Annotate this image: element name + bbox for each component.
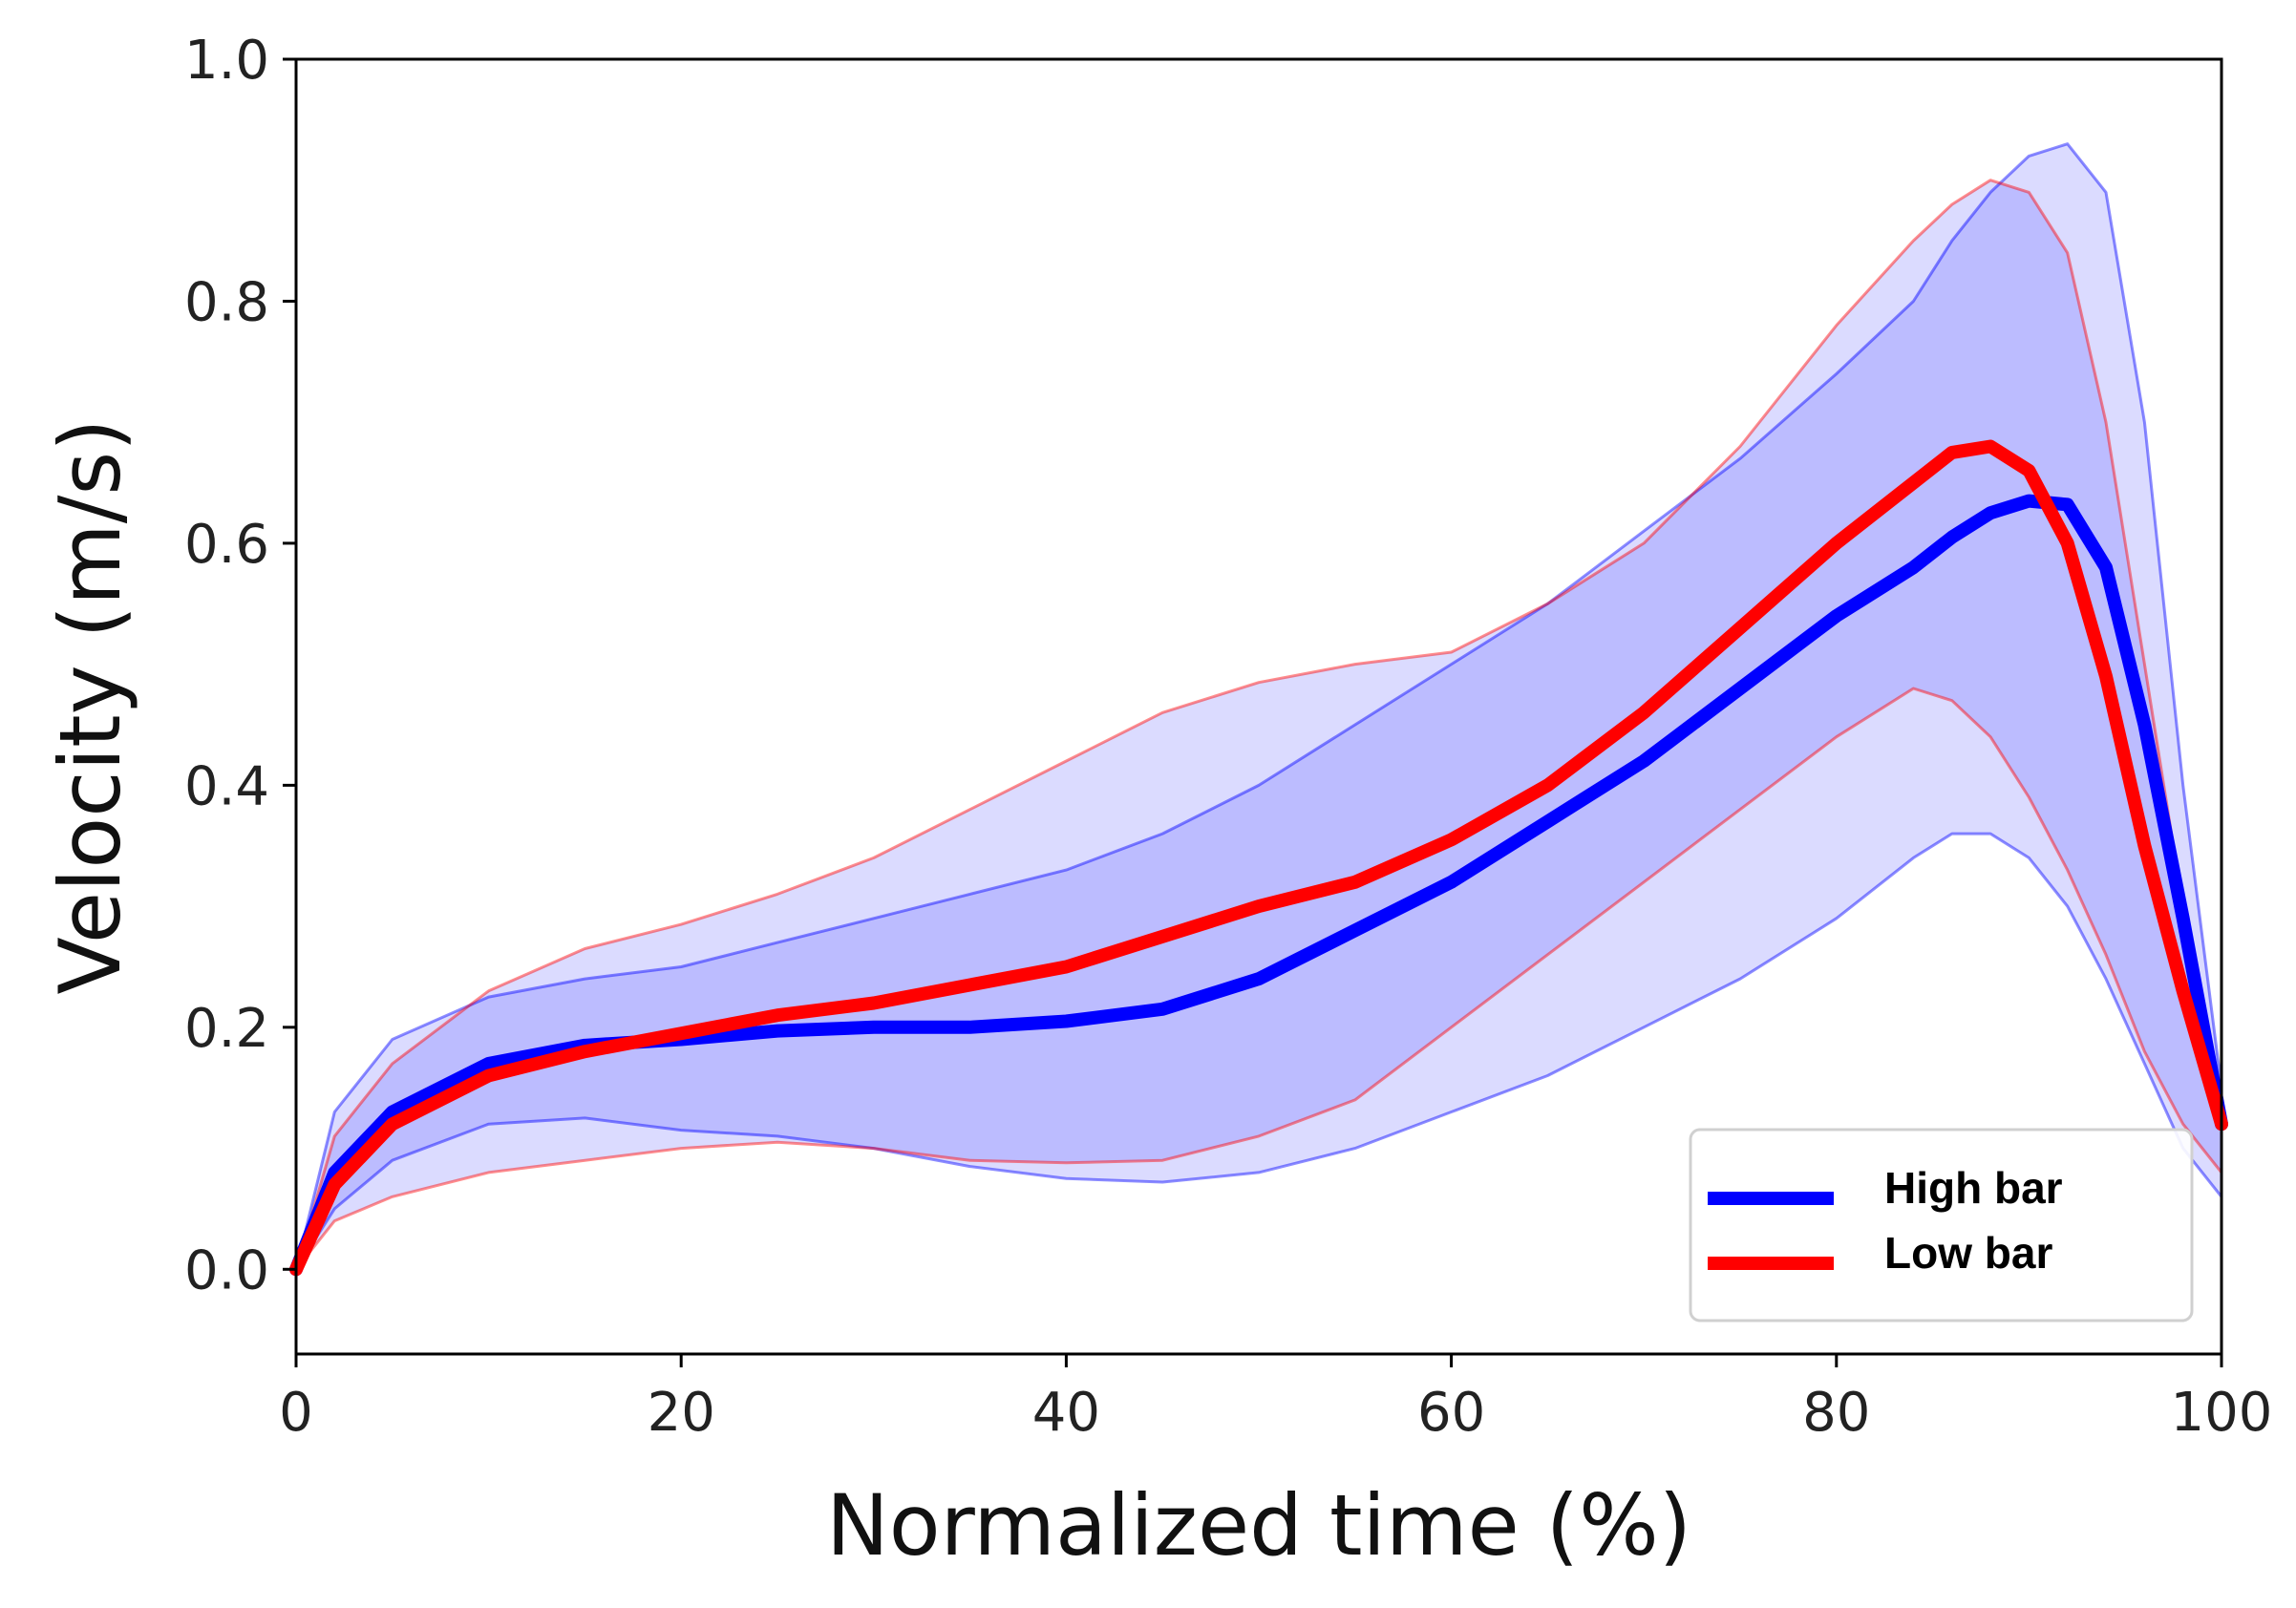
band-fill-high-bar xyxy=(296,143,2222,1270)
legend-label-low-bar: Low bar xyxy=(1884,1228,2052,1278)
x-tick-label: 80 xyxy=(1802,1382,1870,1444)
y-tick-label: 0.4 xyxy=(184,755,269,817)
legend-label-high-bar: High bar xyxy=(1884,1163,2063,1213)
band-fill-low-bar xyxy=(296,180,2222,1270)
x-tick-label: 40 xyxy=(1032,1382,1100,1444)
band-edge-high-bar-upper xyxy=(294,142,2223,1270)
confidence-bands xyxy=(294,142,2223,1271)
x-tick-label: 0 xyxy=(279,1382,313,1444)
y-tick-label: 0.0 xyxy=(184,1239,269,1301)
y-tick-label: 0.6 xyxy=(184,514,269,576)
y-axis-title: Velocity (m/s) xyxy=(41,418,139,994)
y-tick-label: 0.2 xyxy=(184,998,269,1060)
y-tick-label: 0.8 xyxy=(184,271,269,333)
band-edge-low-bar-upper xyxy=(294,179,2223,1270)
x-tick-label: 100 xyxy=(2171,1382,2273,1444)
x-tick-label: 60 xyxy=(1417,1382,1485,1444)
series-line-low-bar xyxy=(289,439,2228,1277)
x-axis: 0 20 40 60 80 100 xyxy=(279,1354,2272,1444)
y-axis: 0.0 0.2 0.4 0.6 0.8 1.0 xyxy=(184,30,296,1301)
band-edge-low-bar-lower xyxy=(294,687,2223,1271)
band-edge-high-bar-lower xyxy=(294,832,2223,1271)
x-axis-title: Normalized time (%) xyxy=(826,1476,1691,1575)
plot-frame xyxy=(294,57,2223,1356)
legend: High bar Low bar xyxy=(1689,1128,2194,1322)
y-tick-label: 1.0 xyxy=(184,30,269,92)
series-lines xyxy=(289,439,2228,1277)
x-tick-label: 20 xyxy=(648,1382,715,1444)
legend-box xyxy=(1689,1128,2194,1322)
